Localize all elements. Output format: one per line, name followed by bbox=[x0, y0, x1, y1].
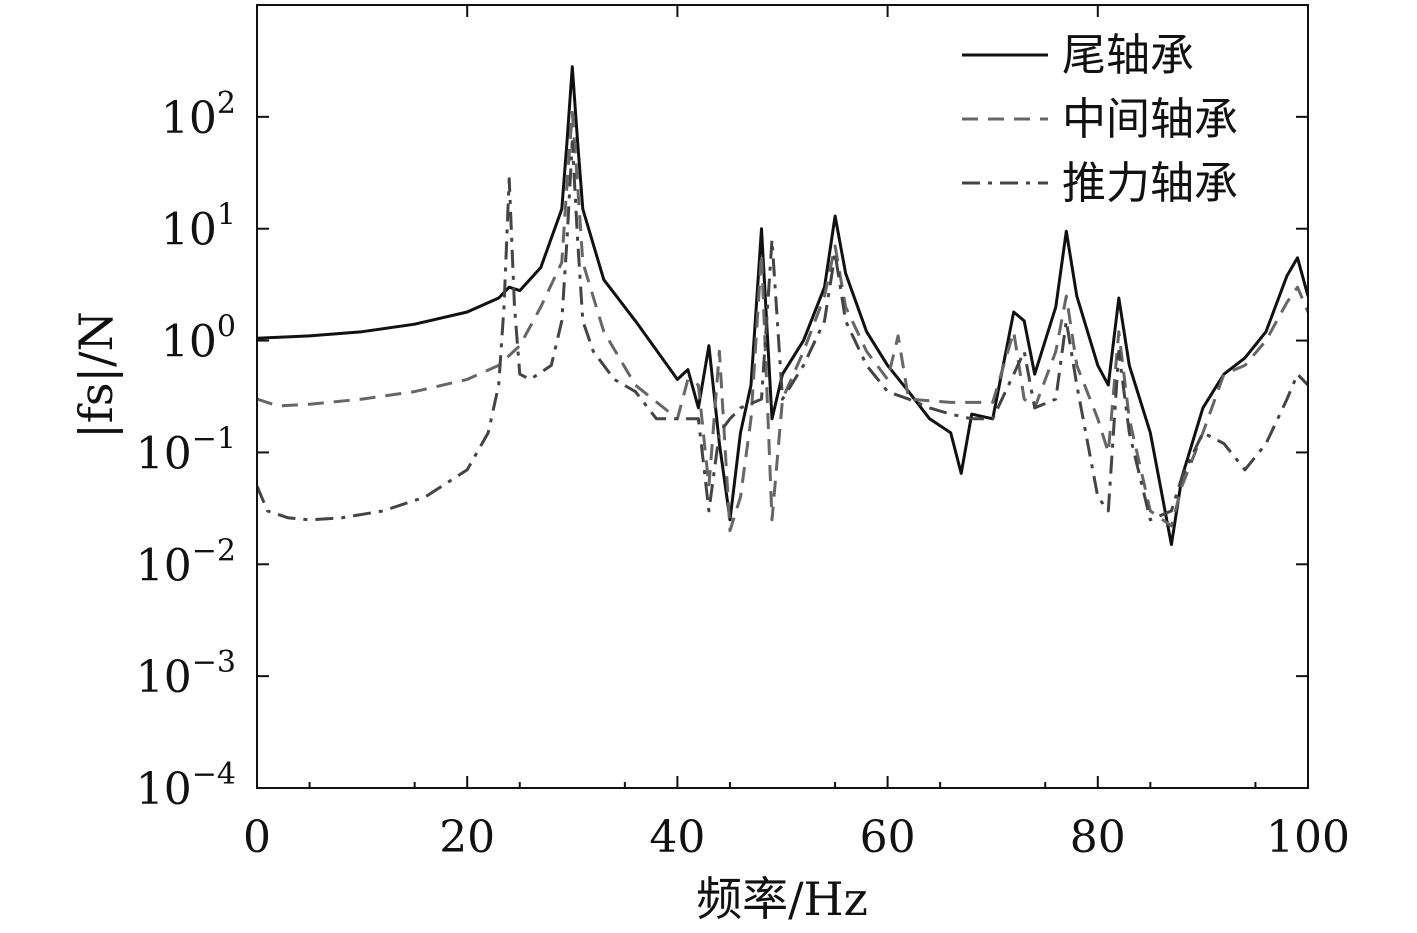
series-layer bbox=[257, 65, 1308, 547]
series-line-2 bbox=[257, 110, 1308, 533]
x-tick-label: 40 bbox=[649, 812, 705, 863]
y-tick-label: 102 bbox=[161, 86, 236, 144]
x-tick-label: 100 bbox=[1266, 812, 1350, 863]
x-tick-label: 0 bbox=[243, 812, 271, 863]
legend-label-2: 中间轴承 bbox=[1062, 94, 1238, 145]
series-line-1 bbox=[257, 65, 1308, 547]
y-tick-label: 10−3 bbox=[136, 645, 236, 703]
x-axis-title: 频率/Hz bbox=[696, 872, 868, 926]
plot-frame bbox=[256, 4, 1309, 789]
series-line-3 bbox=[257, 140, 1308, 522]
legend-label-1: 尾轴承 bbox=[1062, 30, 1194, 81]
x-tick-label: 80 bbox=[1070, 812, 1126, 863]
y-tick-label: 10−2 bbox=[136, 533, 236, 591]
x-tick-label: 60 bbox=[860, 812, 916, 863]
y-axis-title-group: |fs|/N bbox=[69, 311, 123, 438]
y-tick-label: 100 bbox=[161, 310, 236, 368]
x-tick-label: 20 bbox=[439, 812, 495, 863]
y-tick-label: 10−4 bbox=[136, 757, 236, 815]
y-tick-label: 10−1 bbox=[136, 421, 236, 479]
y-axis-ticks: 10−4 10−3 10−2 10−1 100 101 102 bbox=[136, 86, 1308, 815]
y-axis-title: |fs|/N bbox=[69, 311, 123, 438]
x-axis-ticks: 0 20 40 60 80 100 bbox=[243, 5, 1350, 863]
legend-label-3: 推力轴承 bbox=[1062, 158, 1238, 209]
y-tick-label: 101 bbox=[161, 198, 236, 256]
